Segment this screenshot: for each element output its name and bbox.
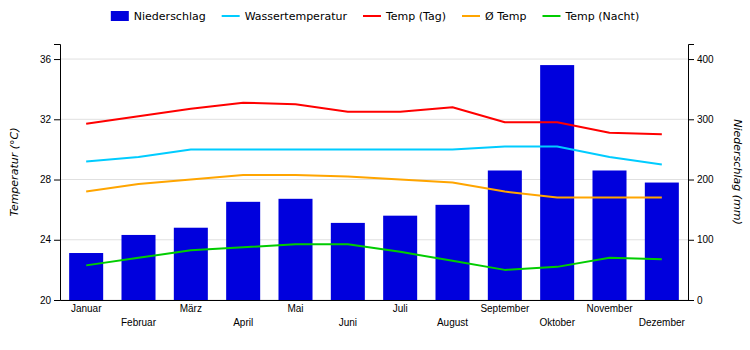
tick-label: 0 — [697, 295, 703, 306]
tick-label: Oktober — [539, 317, 575, 328]
tick-label: September — [480, 303, 530, 314]
bar — [645, 183, 679, 300]
tick-mark — [54, 180, 60, 181]
legend-swatch — [542, 15, 560, 17]
tick-label: 300 — [697, 114, 714, 125]
tick: 200 — [688, 174, 714, 185]
axis-line — [54, 45, 61, 301]
tick: Juli — [393, 303, 408, 314]
tick: 24 — [40, 234, 60, 245]
legend-label: Temp (Tag) — [385, 10, 446, 23]
legend-label: Wassertemperatur — [245, 10, 348, 23]
tick: Dezember — [639, 317, 686, 328]
tick-label: Dezember — [639, 317, 686, 328]
bar — [592, 170, 626, 300]
tick-mark — [54, 59, 60, 60]
legend-label: Niederschlag — [134, 10, 206, 23]
y-axis: 20 24 28 32 36 — [40, 45, 61, 306]
legend-item: Temp (Nacht) — [542, 10, 639, 23]
tick-mark — [688, 59, 694, 60]
tick: 36 — [40, 54, 60, 65]
tick: 400 — [688, 54, 714, 65]
bar — [226, 202, 260, 300]
legend-item: Temp (Tag) — [363, 10, 446, 23]
line — [86, 175, 662, 198]
legend-label: Temp (Nacht) — [564, 10, 639, 23]
tick-label: Juni — [339, 317, 357, 328]
bar — [69, 253, 103, 300]
grid — [60, 59, 688, 300]
bar — [383, 216, 417, 300]
bar — [331, 223, 365, 300]
legend-swatch — [111, 11, 129, 21]
tick: April — [233, 317, 253, 328]
tick-label: November — [586, 303, 633, 314]
tick-label: April — [233, 317, 253, 328]
legend-swatch — [222, 15, 240, 17]
tick-mark — [688, 240, 694, 241]
tick: 300 — [688, 114, 714, 125]
line — [86, 146, 662, 164]
tick-label: 20 — [40, 295, 52, 306]
tick-label: 400 — [697, 54, 714, 65]
tick: Juni — [339, 317, 357, 328]
x-axis: Januar Februar März April Mai Juni Juli August S… — [61, 301, 689, 329]
bar — [174, 228, 208, 300]
tick-label: 28 — [40, 174, 52, 185]
tick-mark — [688, 180, 694, 181]
y2-axis: 0 100 200 300 400 — [688, 45, 714, 306]
legend: Niederschlag Wassertemperatur Temp (Tag) Ø … — [111, 10, 639, 23]
legend-item: Wassertemperatur — [222, 10, 348, 23]
legend-item: Niederschlag — [111, 10, 206, 23]
tick-label: Februar — [121, 317, 157, 328]
tick: März — [180, 303, 202, 314]
bar — [278, 199, 312, 300]
axis-line — [61, 300, 689, 301]
tick: 0 — [688, 295, 703, 306]
axis-line — [689, 45, 695, 301]
line — [86, 103, 662, 135]
tick-label: August — [437, 317, 468, 328]
legend-label: Ø Temp — [485, 10, 526, 23]
grid-line — [60, 59, 688, 60]
tick-mark — [54, 240, 60, 241]
legend-item: Ø Temp — [462, 10, 526, 23]
bar-series — [69, 65, 679, 300]
tick-label: 36 — [40, 54, 52, 65]
axis-title: Temperatur (°C) — [8, 128, 21, 217]
tick-label: 200 — [697, 174, 714, 185]
tick: Februar — [121, 317, 157, 328]
tick-mark — [54, 300, 60, 301]
tick-label: März — [180, 303, 202, 314]
tick: 100 — [688, 234, 714, 245]
tick-label: 100 — [697, 234, 714, 245]
tick-label: Januar — [71, 303, 102, 314]
chart: Januar Februar März April Mai Juni Juli August S… — [0, 0, 750, 350]
bar — [435, 205, 469, 300]
axis-title: Niederschlag (mm) — [731, 119, 744, 224]
tick: November — [586, 303, 633, 314]
tick-label: Juli — [393, 303, 408, 314]
tick-label: 32 — [40, 114, 52, 125]
tick-mark — [688, 119, 694, 120]
bar — [121, 235, 155, 300]
tick: Januar — [71, 303, 102, 314]
plot: Januar Februar März April Mai Juni Juli August S… — [8, 45, 744, 329]
legend-swatch — [363, 15, 381, 17]
tick: August — [437, 317, 468, 328]
tick-mark — [54, 119, 60, 120]
tick: 28 — [40, 174, 60, 185]
tick-label: 24 — [40, 234, 52, 245]
tick: Oktober — [539, 317, 575, 328]
legend-swatch — [462, 15, 480, 17]
grid-line — [60, 119, 688, 120]
tick: Mai — [287, 303, 303, 314]
tick: 20 — [40, 295, 60, 306]
marks — [69, 65, 679, 300]
tick: 32 — [40, 114, 60, 125]
tick-mark — [688, 300, 694, 301]
tick: September — [480, 303, 530, 314]
line — [86, 244, 662, 270]
tick-label: Mai — [287, 303, 303, 314]
